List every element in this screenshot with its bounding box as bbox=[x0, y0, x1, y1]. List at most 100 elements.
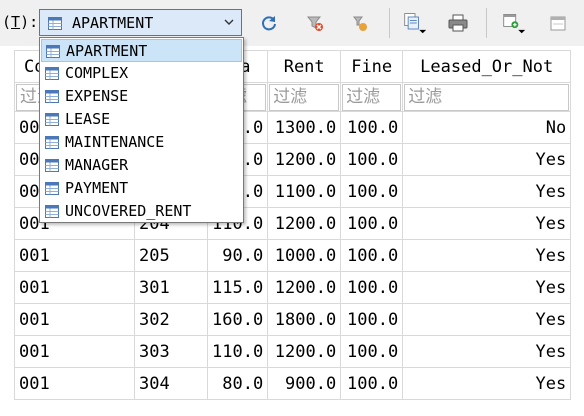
table-cell[interactable]: Yes bbox=[402, 207, 572, 240]
table-cell[interactable]: 100.0 bbox=[340, 271, 404, 304]
refresh-icon bbox=[262, 16, 276, 31]
table-cell[interactable]: 1200.0 bbox=[267, 335, 342, 368]
table-cell[interactable]: 100.0 bbox=[340, 175, 404, 208]
table-cell[interactable]: 100.0 bbox=[340, 367, 404, 400]
refresh-button[interactable] bbox=[257, 11, 281, 35]
table-cell[interactable]: 110.0 bbox=[206, 335, 269, 368]
table-cell[interactable]: 100.0 bbox=[340, 239, 404, 272]
dropdown-option-label: MANAGER bbox=[65, 156, 129, 174]
table-cell[interactable]: 001 bbox=[14, 239, 135, 272]
table-icon bbox=[45, 113, 59, 126]
table-cell[interactable]: 90.0 bbox=[206, 239, 269, 272]
dropdown-option[interactable]: UNCOVERED_RENT bbox=[41, 200, 242, 223]
column-header[interactable]: Leased_Or_Not bbox=[402, 50, 572, 83]
table-cell[interactable]: 1200.0 bbox=[267, 271, 342, 304]
dropdown-option[interactable]: COMPLEX bbox=[41, 62, 242, 85]
table-icon bbox=[45, 90, 59, 103]
dropdown-option[interactable]: MANAGER bbox=[41, 154, 242, 177]
dropdown-option-label: EXPENSE bbox=[65, 87, 129, 105]
table-cell[interactable]: 100.0 bbox=[340, 335, 404, 368]
table-cell[interactable]: 303 bbox=[134, 335, 208, 368]
table-select-value: APARTMENT bbox=[72, 14, 154, 32]
dropdown-option[interactable]: EXPENSE bbox=[41, 85, 242, 108]
table-cell[interactable]: 115.0 bbox=[206, 271, 269, 304]
table-cell[interactable]: Yes bbox=[402, 143, 572, 176]
table-cell[interactable]: 80.0 bbox=[206, 367, 269, 400]
delete-record-button[interactable] bbox=[546, 11, 570, 35]
table-cell[interactable]: 001 bbox=[14, 303, 135, 336]
filter-cell[interactable]: 过滤 bbox=[340, 82, 404, 112]
table-cell[interactable]: 001 bbox=[14, 335, 135, 368]
table-row[interactable]: 001 303 110.0 1200.0 100.0 Yes bbox=[14, 335, 572, 368]
table-cell[interactable]: 100.0 bbox=[340, 207, 404, 240]
table-icon bbox=[46, 45, 60, 58]
table-cell[interactable]: 302 bbox=[134, 303, 208, 336]
table-cell[interactable]: Yes bbox=[402, 303, 572, 336]
table-select-label: (T): bbox=[2, 12, 38, 32]
dropdown-option-label: UNCOVERED_RENT bbox=[65, 202, 192, 220]
dropdown-option[interactable]: LEASE bbox=[41, 108, 242, 131]
table-cell[interactable]: 160.0 bbox=[206, 303, 269, 336]
table-icon bbox=[45, 67, 59, 80]
new-record-button[interactable] bbox=[502, 11, 526, 35]
clear-filter-button[interactable] bbox=[303, 11, 327, 35]
filter-input[interactable]: 过滤 bbox=[342, 83, 402, 111]
dropdown-option-label: MAINTENANCE bbox=[65, 133, 165, 151]
table-row[interactable]: 001 205 90.0 1000.0 100.0 Yes bbox=[14, 239, 572, 272]
table-label-prefix: ( bbox=[2, 13, 12, 31]
table-cell[interactable]: Yes bbox=[402, 335, 572, 368]
table-icon bbox=[45, 182, 59, 195]
column-header[interactable]: Fine bbox=[340, 50, 404, 83]
table-cell[interactable]: 100.0 bbox=[340, 111, 404, 144]
dropdown-option[interactable]: PAYMENT bbox=[41, 177, 242, 200]
table-row[interactable]: 001 304 80.0 900.0 100.0 Yes bbox=[14, 367, 572, 400]
column-header[interactable]: Rent bbox=[267, 50, 342, 83]
table-select-dropdown: APARTMENT COMPLEX EXPENSE LEASE MAINTENANCE M… bbox=[39, 37, 244, 223]
dropdown-option-label: APARTMENT bbox=[66, 42, 148, 60]
sort-button[interactable] bbox=[348, 11, 372, 35]
table-cell[interactable]: 1000.0 bbox=[267, 239, 342, 272]
table-cell[interactable]: 301 bbox=[134, 271, 208, 304]
table-cell[interactable]: Yes bbox=[402, 367, 572, 400]
table-cell[interactable]: 1200.0 bbox=[267, 207, 342, 240]
dropdown-option[interactable]: MAINTENANCE bbox=[41, 131, 242, 154]
delete-record-icon bbox=[550, 16, 566, 31]
table-cell[interactable]: 304 bbox=[134, 367, 208, 400]
table-cell[interactable]: No bbox=[402, 111, 572, 144]
table-cell[interactable]: 100.0 bbox=[340, 303, 404, 336]
table-cell[interactable]: Yes bbox=[402, 175, 572, 208]
table-icon bbox=[48, 17, 62, 30]
table-cell[interactable]: 001 bbox=[14, 367, 135, 400]
new-record-dropdown-icon bbox=[503, 13, 526, 34]
sort-icon bbox=[353, 16, 367, 31]
export-dropdown-icon bbox=[404, 13, 427, 34]
table-row[interactable]: 001 302 160.0 1800.0 100.0 Yes bbox=[14, 303, 572, 336]
filter-cell[interactable]: 过滤 bbox=[267, 82, 342, 112]
filter-input[interactable]: 过滤 bbox=[404, 83, 570, 111]
table-cell[interactable]: Yes bbox=[402, 271, 572, 304]
table-label-suffix: ): bbox=[20, 13, 39, 31]
table-cell[interactable]: 1100.0 bbox=[267, 175, 342, 208]
table-cell[interactable]: Yes bbox=[402, 239, 572, 272]
table-label-accesskey: T bbox=[11, 13, 21, 31]
filter-input[interactable]: 过滤 bbox=[269, 83, 340, 111]
filter-clear-icon bbox=[306, 16, 323, 31]
table-row[interactable]: 001 301 115.0 1200.0 100.0 Yes bbox=[14, 271, 572, 304]
table-select[interactable]: APARTMENT bbox=[39, 9, 242, 36]
export-button[interactable] bbox=[403, 11, 427, 35]
toolbar-separator bbox=[389, 8, 390, 38]
table-cell[interactable]: 1800.0 bbox=[267, 303, 342, 336]
table-cell[interactable]: 205 bbox=[134, 239, 208, 272]
print-button[interactable] bbox=[446, 11, 470, 35]
table-cell[interactable]: 900.0 bbox=[267, 367, 342, 400]
dropdown-option[interactable]: APARTMENT bbox=[41, 39, 242, 62]
table-cell[interactable]: 001 bbox=[14, 271, 135, 304]
table-icon bbox=[45, 159, 59, 172]
chevron-down-icon[interactable] bbox=[222, 15, 236, 29]
printer-icon bbox=[448, 14, 468, 32]
table-cell[interactable]: 100.0 bbox=[340, 143, 404, 176]
table-cell[interactable]: 1300.0 bbox=[267, 111, 342, 144]
dropdown-option-label: PAYMENT bbox=[65, 179, 129, 197]
filter-cell[interactable]: 过滤 bbox=[402, 82, 572, 112]
table-cell[interactable]: 1200.0 bbox=[267, 143, 342, 176]
